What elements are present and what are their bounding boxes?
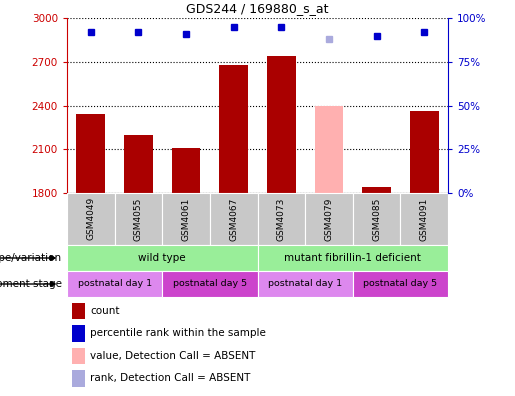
Text: postnatal day 1: postnatal day 1 xyxy=(268,280,342,289)
Text: percentile rank within the sample: percentile rank within the sample xyxy=(90,329,266,339)
Bar xyxy=(114,193,162,245)
Bar xyxy=(72,348,85,364)
Text: rank, Detection Call = ABSENT: rank, Detection Call = ABSENT xyxy=(90,373,250,383)
Bar xyxy=(353,193,401,245)
Text: GSM4049: GSM4049 xyxy=(87,197,95,240)
Text: GSM4067: GSM4067 xyxy=(229,197,238,240)
Bar xyxy=(258,193,305,245)
Text: GSM4079: GSM4079 xyxy=(324,197,333,240)
Bar xyxy=(72,370,85,386)
Bar xyxy=(67,193,115,245)
Bar xyxy=(219,65,248,193)
Text: postnatal day 1: postnatal day 1 xyxy=(78,280,151,289)
Text: development stage: development stage xyxy=(0,279,62,289)
Bar xyxy=(124,135,152,193)
Text: postnatal day 5: postnatal day 5 xyxy=(173,280,247,289)
Text: GSM4061: GSM4061 xyxy=(182,197,191,240)
Text: value, Detection Call = ABSENT: value, Detection Call = ABSENT xyxy=(90,351,255,361)
Bar xyxy=(258,245,448,271)
Bar xyxy=(72,303,85,319)
Bar xyxy=(315,105,343,193)
Bar xyxy=(162,193,210,245)
Text: mutant fibrillin-1 deficient: mutant fibrillin-1 deficient xyxy=(284,253,421,263)
Bar xyxy=(258,271,353,297)
Bar xyxy=(305,193,353,245)
Bar xyxy=(210,193,258,245)
Text: postnatal day 5: postnatal day 5 xyxy=(364,280,437,289)
Text: genotype/variation: genotype/variation xyxy=(0,253,62,263)
Text: GSM4085: GSM4085 xyxy=(372,197,381,240)
Bar xyxy=(72,326,85,342)
Bar xyxy=(410,111,439,193)
Text: wild type: wild type xyxy=(139,253,186,263)
Bar xyxy=(363,187,391,193)
Bar xyxy=(162,271,258,297)
Text: count: count xyxy=(90,306,119,316)
Bar xyxy=(401,193,448,245)
Bar xyxy=(76,114,105,193)
Text: GSM4073: GSM4073 xyxy=(277,197,286,240)
Bar xyxy=(67,245,258,271)
Bar xyxy=(267,56,296,193)
Bar xyxy=(353,271,448,297)
Text: GDS244 / 169880_s_at: GDS244 / 169880_s_at xyxy=(186,2,329,15)
Text: GSM4055: GSM4055 xyxy=(134,197,143,240)
Bar xyxy=(67,271,162,297)
Text: GSM4091: GSM4091 xyxy=(420,197,428,240)
Bar xyxy=(171,148,200,193)
